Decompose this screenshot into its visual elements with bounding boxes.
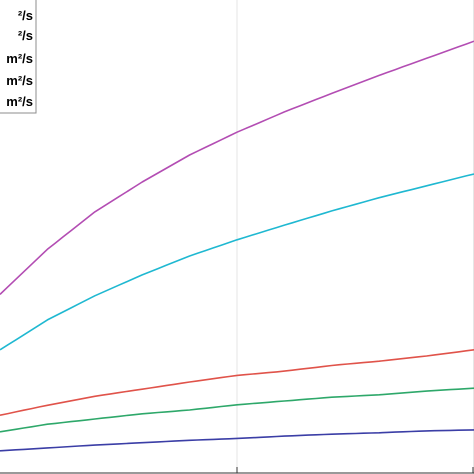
- axes: [0, 467, 474, 474]
- series-line-1: [0, 40, 474, 295]
- series-line-4: [0, 387, 474, 433]
- legend: ²/s ²/s m²/s m²/s m²/s: [0, 0, 37, 114]
- legend-label: ²/s: [18, 8, 33, 23]
- legend-label: ²/s: [18, 28, 33, 43]
- series-line-3: [0, 349, 474, 416]
- series-group: [0, 40, 474, 452]
- legend-label: m²/s: [6, 73, 33, 88]
- series-line-2: [0, 173, 474, 351]
- grid: [236, 0, 474, 474]
- legend-label: m²/s: [6, 94, 33, 109]
- legend-label: m²/s: [6, 51, 33, 66]
- series-line-5: [0, 429, 474, 452]
- legend-box: [0, 0, 37, 114]
